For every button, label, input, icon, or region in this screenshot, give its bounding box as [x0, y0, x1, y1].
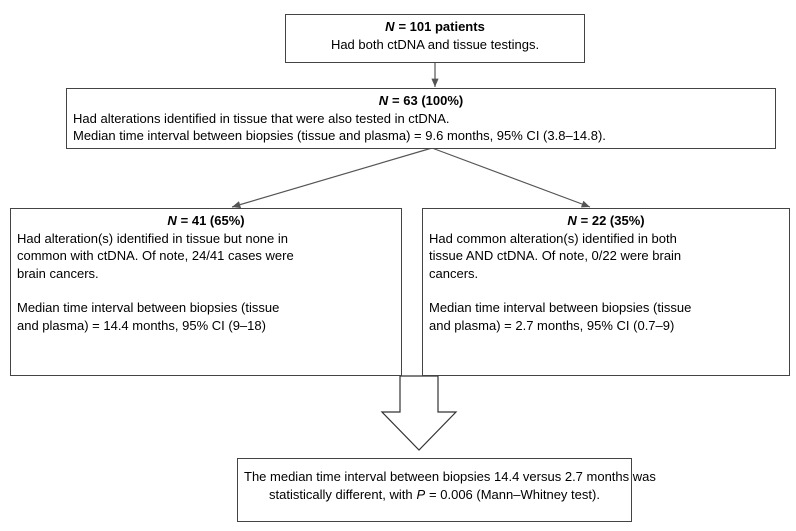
text-line: common with ctDNA. Of note, 24/41 cases … [17, 248, 294, 263]
arrow [431, 147, 591, 208]
paragraph: Had alterations identified in tissue tha… [73, 110, 769, 145]
node-box: N = 41 (65%) Had alteration(s) identified … [10, 208, 402, 376]
node-box: N = 63 (100%) Had alterations identified i… [66, 88, 776, 149]
text-line: Median time interval between biopsies (t… [17, 300, 280, 315]
text-line: brain cancers. [17, 265, 99, 281]
text-line: tissue AND ctDNA. Of note, 0/22 were bra… [429, 248, 682, 263]
heading-text: = 63 (100%) [392, 93, 464, 108]
paragraph: Had both ctDNA and tissue testings. [292, 36, 578, 54]
heading-text: = 22 (35%) [580, 213, 645, 228]
text-line: and plasma) = 2.7 months, 95% CI (0.7–9) [429, 317, 675, 333]
text-line: cancers. [429, 265, 479, 281]
paragraph: Had common alteration(s) identified in b… [429, 230, 783, 283]
paragraph: Median time interval between biopsies (t… [429, 299, 783, 334]
arrow [231, 147, 433, 209]
variable: P [416, 486, 426, 502]
text-line: Had alteration(s) identified in tissue b… [17, 230, 288, 246]
text-line: Had both ctDNA and tissue testings. [330, 36, 540, 52]
node-heading: N = 41 (65%) [17, 212, 395, 230]
text-line: The median time interval between biopsie… [244, 469, 656, 484]
conclusion-box: The median time interval between biopsie… [237, 458, 656, 522]
node-box: N = 101 patients Had both ctDNA and tissue… [285, 14, 585, 63]
paragraph: Had alteration(s) identified in tissue b… [17, 230, 395, 283]
text-line: and plasma) = 14.4 months, 95% CI (9–18) [17, 317, 266, 333]
node-box: N = 22 (35%) Had common alteration(s) iden… [422, 208, 790, 376]
node-heading: N = 63 (100%) [73, 92, 769, 110]
heading-text: = 101 patients [398, 19, 485, 34]
variable: N [378, 93, 389, 108]
node-heading: N = 22 (35%) [429, 212, 783, 230]
block-arrow [380, 375, 458, 451]
variable: N [567, 213, 577, 228]
text: = 0.006 (Mann–Whitney test). [429, 486, 600, 502]
variable: N [167, 213, 177, 228]
heading-text: = 41 (65%) [180, 213, 245, 228]
text-line: statistically different, with P = 0.006 (M… [244, 486, 625, 504]
node-heading: N = 101 patients [292, 18, 578, 36]
text-line: Median time interval between biopsies (t… [429, 300, 692, 315]
text-line: Median time interval between biopsies (t… [73, 128, 606, 143]
variable: N [385, 19, 395, 34]
text: statistically different, with [269, 486, 413, 502]
text-line: Had common alteration(s) identified in b… [429, 230, 677, 246]
text-line: Had alterations identified in tissue tha… [73, 110, 450, 126]
paragraph: Median time interval between biopsies (t… [17, 299, 395, 334]
